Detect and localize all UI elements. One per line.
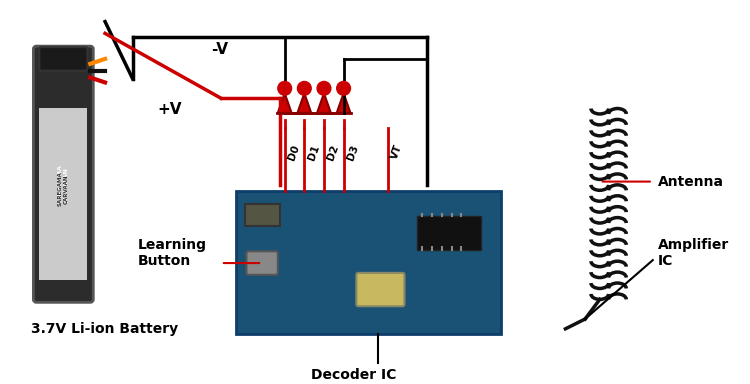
Text: D3: D3 bbox=[346, 143, 361, 161]
FancyBboxPatch shape bbox=[417, 216, 481, 250]
Text: Antenna: Antenna bbox=[658, 175, 724, 189]
Polygon shape bbox=[278, 93, 292, 113]
FancyBboxPatch shape bbox=[236, 191, 501, 334]
Text: Learning
Button: Learning Button bbox=[137, 238, 206, 268]
Text: SAREGAMA
CARVAAN: SAREGAMA CARVAAN bbox=[58, 164, 69, 204]
Polygon shape bbox=[337, 93, 350, 113]
Text: D0: D0 bbox=[286, 143, 302, 161]
Circle shape bbox=[337, 81, 350, 95]
Text: SAREGAMA
CARVAAN: SAREGAMA CARVAAN bbox=[58, 172, 69, 206]
FancyBboxPatch shape bbox=[39, 47, 88, 71]
Text: +V: +V bbox=[157, 103, 182, 118]
FancyBboxPatch shape bbox=[34, 46, 93, 302]
Text: VT: VT bbox=[390, 143, 404, 161]
Text: D1: D1 bbox=[306, 143, 321, 161]
Circle shape bbox=[317, 81, 331, 95]
Text: -V: -V bbox=[211, 41, 228, 56]
Circle shape bbox=[278, 81, 292, 95]
Polygon shape bbox=[298, 93, 311, 113]
FancyBboxPatch shape bbox=[39, 108, 88, 280]
Circle shape bbox=[298, 81, 311, 95]
FancyBboxPatch shape bbox=[247, 251, 278, 275]
Text: Amplifier
IC: Amplifier IC bbox=[658, 238, 729, 268]
FancyBboxPatch shape bbox=[356, 273, 404, 306]
FancyBboxPatch shape bbox=[245, 204, 280, 226]
Text: 3.7V Li-ion Battery: 3.7V Li-ion Battery bbox=[32, 322, 178, 336]
Text: Decoder IC: Decoder IC bbox=[310, 368, 396, 382]
Text: D2: D2 bbox=[326, 143, 340, 161]
Polygon shape bbox=[317, 93, 331, 113]
